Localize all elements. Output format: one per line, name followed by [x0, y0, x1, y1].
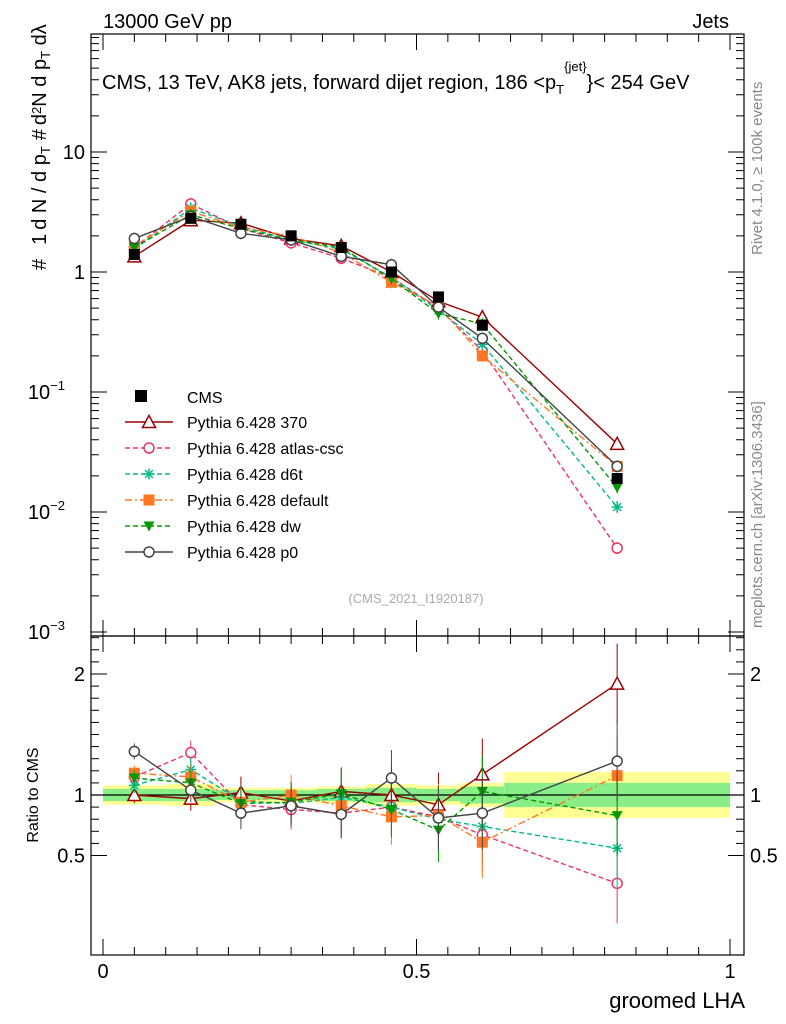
- ratio-point: [385, 772, 398, 784]
- y-tick-label: 10−1: [28, 378, 65, 404]
- series-point: [128, 243, 140, 254]
- ratio-point: [185, 784, 197, 796]
- ratio-point: [335, 808, 348, 821]
- cms-data-point: [611, 473, 623, 485]
- ratio-y-axis-label: Ratio to CMS: [25, 747, 42, 842]
- header-right: Jets: [692, 11, 729, 33]
- ratio-frame: [90, 635, 745, 956]
- analysis-watermark: (CMS_2021_I1920187): [348, 591, 483, 606]
- cms-data-point: [185, 212, 197, 224]
- ratio-point: [185, 746, 197, 759]
- x-tick-label: 0.5: [403, 961, 431, 983]
- legend-label-cms: CMS: [187, 390, 223, 407]
- main-plot-series: [126, 197, 625, 555]
- ratio-tick-label: 2: [74, 664, 85, 686]
- legend-marker: [143, 494, 155, 506]
- main-y-axis-label: #1d N / d pT#d2N d pT dλ: [29, 24, 53, 270]
- legend-marker: [143, 468, 155, 480]
- legend-marker: [143, 521, 155, 532]
- ratio-tick-label: 1: [74, 785, 85, 807]
- series-point: [128, 232, 141, 245]
- series-line: [133, 202, 618, 549]
- ratio-point: [611, 811, 623, 822]
- series-line: [133, 219, 618, 445]
- ratio-point: [385, 805, 397, 816]
- cms-data-point: [235, 218, 247, 230]
- ratio-tick-label-right: 1: [750, 785, 761, 807]
- series-point: [611, 483, 623, 494]
- series-point: [611, 542, 623, 554]
- ratio-tick-label: 0.5: [57, 846, 85, 868]
- legend-marker: [143, 442, 155, 454]
- cms-data-point: [128, 248, 140, 260]
- ratio-point: [432, 812, 445, 824]
- cms-data-point: [476, 319, 488, 331]
- ratio-point: [128, 745, 141, 758]
- legend-label: Pythia 6.428 p0: [187, 545, 298, 562]
- legend: CMS Pythia 6.428 370 Pythia 6.428 atlas-cs…: [125, 390, 344, 562]
- cms-data-point: [285, 230, 297, 242]
- ratio-tick-label-right: 2: [750, 664, 761, 686]
- series-point: [611, 501, 623, 513]
- ratio-point: [235, 807, 247, 819]
- cms-data-point: [385, 266, 397, 278]
- y-tick-label: 10−3: [28, 618, 65, 644]
- ratio-point: [611, 755, 623, 767]
- cms-data-point: [335, 242, 347, 254]
- svg-text:CMS, 13 TeV, AK8 jets, forward: CMS, 13 TeV, AK8 jets, forward dijet reg…: [102, 59, 690, 97]
- ratio-point: [609, 675, 625, 690]
- y-tick-label: 10: [63, 142, 85, 164]
- legend-label: Pythia 6.428 370: [187, 415, 307, 432]
- ratio-point: [128, 773, 140, 784]
- series-line: [133, 207, 618, 508]
- series-point: [609, 435, 625, 451]
- svg-text:#1d N / d pT#d2N d pT dλ: #1d N / d pT#d2N d pT dλ: [29, 24, 53, 270]
- y-tick-label: 10−2: [28, 498, 65, 524]
- y-tick-label: 1: [74, 262, 85, 284]
- legend-marker: [141, 413, 157, 429]
- main-plot-title: CMS, 13 TeV, AK8 jets, forward dijet reg…: [102, 59, 690, 97]
- mcplots-label: mcplots.cern.ch [arXiv:1306.3436]: [749, 401, 766, 628]
- x-tick-label: 1: [724, 961, 735, 983]
- series-point: [432, 301, 445, 313]
- ratio-point: [126, 786, 143, 802]
- main-axis-ticks: 10−3 10−2 10−1 1 10: [28, 34, 744, 644]
- series-point: [235, 227, 247, 240]
- legend-marker: [143, 546, 155, 558]
- legend-label: Pythia 6.428 d6t: [187, 467, 303, 484]
- x-tick-label: 0: [97, 961, 108, 983]
- plot-frames: [90, 33, 745, 956]
- ratio-axis-ticks: 0.5 0.5 1 1 2 2 0 0.5 1: [57, 636, 778, 983]
- series-line: [133, 210, 618, 467]
- legend-marker-cms: [135, 390, 147, 402]
- legend-label: Pythia 6.428 atlas-csc: [187, 441, 344, 458]
- series-point: [611, 460, 623, 473]
- ratio-plot-series: [126, 643, 625, 924]
- rivet-label: Rivet 4.1.0, ≥ 100k events: [749, 82, 766, 255]
- header-left: 13000 GeV pp: [103, 11, 232, 33]
- cms-data-point: [432, 291, 444, 303]
- ratio-point: [476, 807, 489, 819]
- legend-label: Pythia 6.428 default: [187, 493, 329, 510]
- ratio-point: [285, 800, 297, 812]
- x-axis-label: groomed LHA: [609, 988, 745, 1013]
- legend-label: Pythia 6.428 dw: [187, 519, 301, 536]
- series-point: [476, 350, 488, 362]
- series-point: [476, 332, 489, 345]
- ratio-tick-label-right: 0.5: [750, 846, 778, 868]
